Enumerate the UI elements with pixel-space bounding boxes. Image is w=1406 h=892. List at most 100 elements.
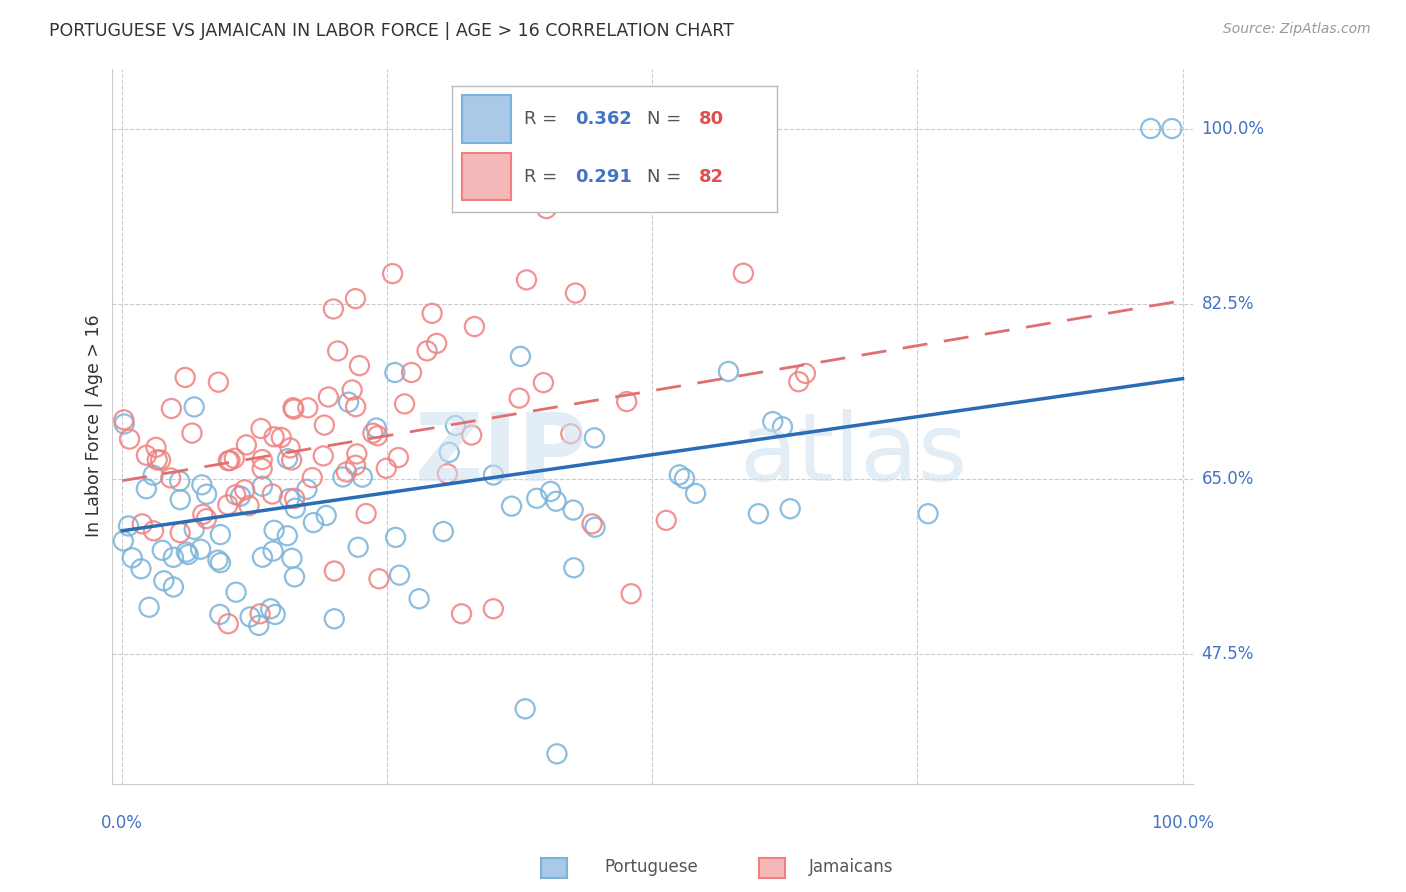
Point [673, 471, 696, 485]
Point [209, 556, 232, 570]
Point [583, 431, 606, 445]
Point [540, 484, 562, 499]
Point [463, 319, 485, 334]
Point [344, 400, 367, 414]
Text: 65.0%: 65.0% [1202, 470, 1254, 488]
Point [217, 498, 239, 512]
Point [142, 468, 165, 483]
Point [344, 292, 367, 306]
Point [366, 428, 388, 442]
Point [162, 580, 184, 594]
Point [281, 551, 304, 566]
Point [508, 391, 530, 405]
Point [460, 428, 482, 442]
Point [408, 591, 430, 606]
Point [153, 574, 176, 588]
Point [354, 507, 377, 521]
Point [235, 438, 257, 452]
Point [150, 543, 173, 558]
Point [239, 610, 262, 624]
Point [401, 366, 423, 380]
Point [224, 451, 246, 466]
Point [562, 503, 585, 517]
Point [787, 375, 810, 389]
Point [346, 447, 368, 461]
Point [717, 364, 740, 378]
Point [169, 474, 191, 488]
Point [283, 570, 305, 584]
Point [685, 486, 707, 500]
Point [437, 445, 460, 459]
Point [209, 527, 232, 541]
Point [560, 426, 582, 441]
Point [208, 607, 231, 622]
Point [117, 519, 139, 533]
Point [263, 523, 285, 537]
Point [278, 491, 301, 506]
Point [225, 585, 247, 599]
Point [335, 465, 357, 479]
Point [280, 453, 302, 467]
Point [195, 487, 218, 501]
Point [387, 450, 409, 465]
Point [295, 482, 318, 496]
Point [283, 402, 305, 417]
Point [388, 568, 411, 582]
Point [314, 418, 336, 433]
Point [262, 544, 284, 558]
Point [190, 542, 212, 557]
Point [562, 561, 585, 575]
Point [145, 440, 167, 454]
Text: 82.5%: 82.5% [1202, 294, 1254, 312]
Point [142, 524, 165, 538]
Point [368, 572, 391, 586]
Point [149, 453, 172, 467]
Point [252, 479, 274, 493]
Point [917, 507, 939, 521]
Point [416, 343, 439, 358]
Point [138, 600, 160, 615]
Point [264, 607, 287, 622]
Point [276, 529, 298, 543]
Text: 47.5%: 47.5% [1202, 645, 1254, 663]
Point [281, 401, 304, 415]
Point [238, 499, 260, 513]
Point [315, 508, 337, 523]
Point [384, 530, 406, 544]
Point [191, 477, 214, 491]
Point [160, 401, 183, 416]
Point [1161, 121, 1184, 136]
Point [515, 702, 537, 716]
Point [263, 430, 285, 444]
Point [526, 491, 548, 506]
Point [318, 390, 340, 404]
Text: 0.0%: 0.0% [101, 814, 143, 832]
Point [250, 421, 273, 435]
Point [375, 461, 398, 475]
Point [794, 367, 817, 381]
Text: atlas: atlas [740, 409, 967, 500]
Text: ZIP: ZIP [415, 409, 588, 500]
Point [195, 511, 218, 525]
Point [347, 541, 370, 555]
Point [426, 336, 449, 351]
Point [326, 343, 349, 358]
Point [249, 607, 271, 621]
Point [337, 395, 360, 409]
Point [733, 266, 755, 280]
Point [270, 430, 292, 444]
Point [340, 383, 363, 397]
Point [394, 397, 416, 411]
Y-axis label: In Labor Force | Age > 16: In Labor Force | Age > 16 [86, 315, 103, 538]
Point [278, 441, 301, 455]
Point [233, 483, 256, 497]
Point [217, 616, 239, 631]
Point [169, 492, 191, 507]
Point [252, 550, 274, 565]
Text: PORTUGUESE VS JAMAICAN IN LABOR FORCE | AGE > 16 CORRELATION CHART: PORTUGUESE VS JAMAICAN IN LABOR FORCE | … [49, 22, 734, 40]
Point [323, 612, 346, 626]
Point [284, 491, 307, 506]
Point [112, 417, 135, 431]
Point [260, 601, 283, 615]
Point [112, 413, 135, 427]
